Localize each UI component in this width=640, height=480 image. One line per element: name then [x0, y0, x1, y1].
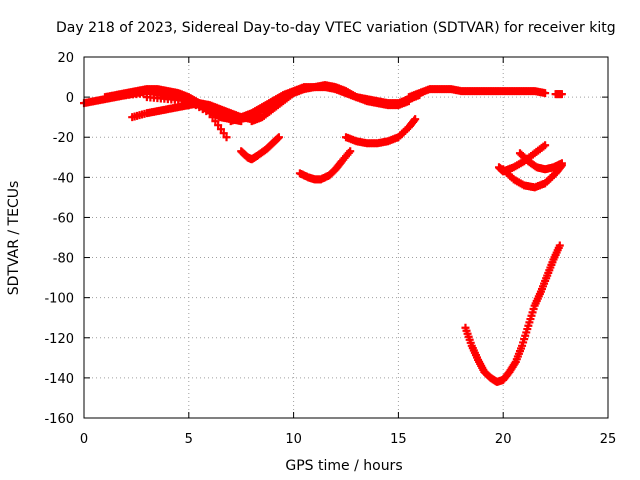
y-axis-ticks: -160 -140 -120 -100 -80 -60 -40 -20 0 20 [44, 51, 608, 427]
series-track-13 [342, 115, 420, 148]
series-track-16 [515, 149, 566, 174]
y-axis-label: SDTVAR / TECUs [6, 181, 22, 296]
series-track-08 [331, 85, 413, 110]
data-point [346, 147, 355, 156]
x-tick-label: 15 [390, 432, 407, 447]
data-point [211, 117, 220, 126]
x-tick-label: 10 [285, 432, 302, 447]
data-point [222, 133, 231, 142]
data-point [557, 90, 566, 99]
x-tick-label: 0 [80, 432, 88, 447]
data-point [274, 133, 283, 142]
data-point [216, 125, 225, 134]
data-series [80, 81, 566, 386]
series-track-09 [404, 85, 550, 102]
series-track-12 [295, 147, 355, 184]
series-track-17 [461, 241, 564, 386]
plot-frame [83, 56, 609, 419]
y-tick-label: -140 [44, 372, 74, 387]
y-tick-label: -160 [44, 412, 74, 427]
x-axis-label: GPS time / hours [285, 458, 402, 474]
y-tick-label: -20 [53, 131, 74, 146]
y-tick-label: -60 [53, 211, 74, 226]
data-point [219, 129, 228, 138]
series-track-11 [237, 133, 283, 164]
series-track-10 [551, 90, 566, 99]
y-tick-label: 20 [57, 51, 74, 66]
series-track-15 [499, 161, 566, 192]
data-point [557, 159, 566, 168]
grid [84, 57, 608, 418]
x-axis-ticks: 0 5 10 15 20 25 [80, 57, 616, 447]
data-point [411, 115, 420, 124]
y-tick-label: -120 [44, 332, 74, 347]
y-tick-label: -80 [53, 252, 74, 267]
data-point [541, 89, 550, 98]
y-tick-label: -40 [53, 171, 74, 186]
data-point [555, 241, 564, 250]
data-point [214, 121, 223, 130]
y-tick-label: -100 [44, 292, 74, 307]
y-tick-label: 0 [66, 91, 74, 106]
x-tick-label: 5 [185, 432, 193, 447]
x-tick-label: 25 [600, 432, 617, 447]
chart-title: Day 218 of 2023, Sidereal Day-to-day VTE… [56, 20, 616, 36]
x-tick-label: 20 [495, 432, 512, 447]
data-point [541, 141, 550, 150]
